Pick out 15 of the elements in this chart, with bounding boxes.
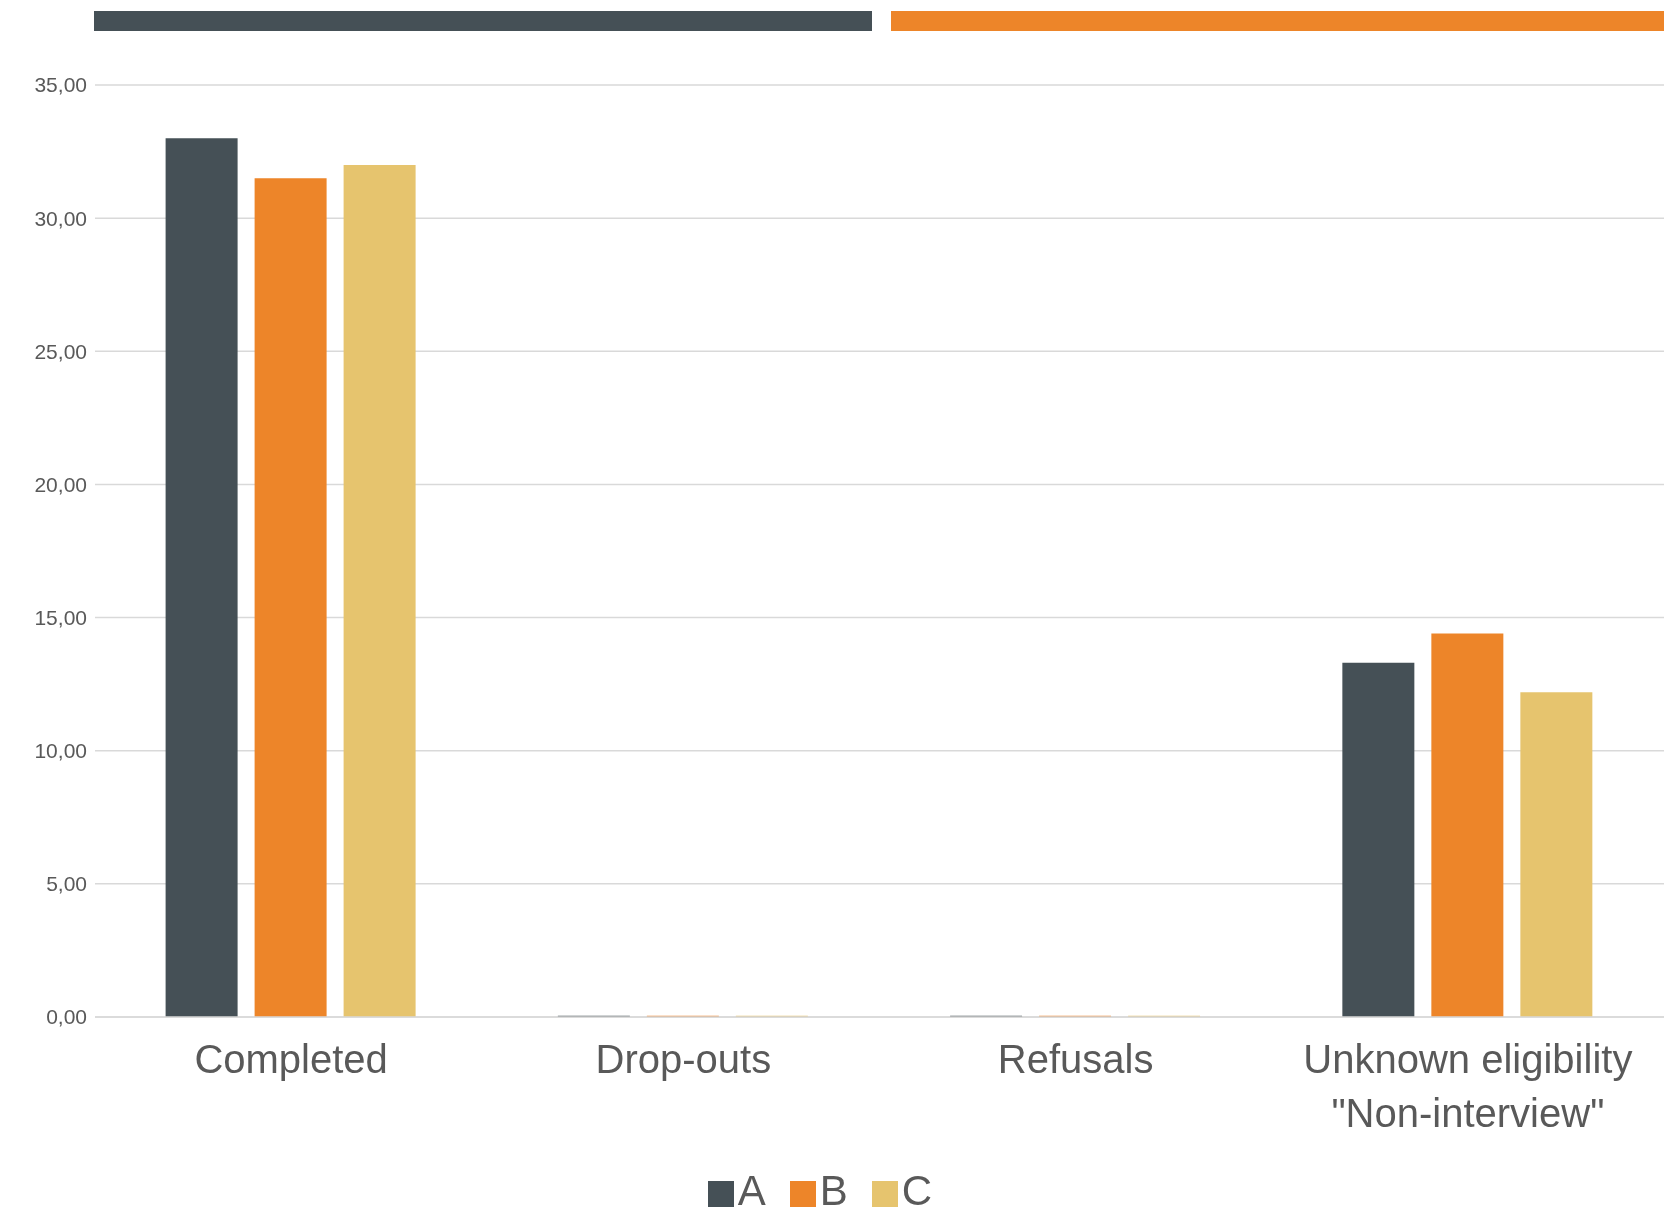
x-tick-label: Unknown eligibility "Non-interview" [1303,1037,1633,1135]
y-tick-label: 25,00 [34,339,87,363]
legend-label: C [901,1167,933,1214]
y-tick-label: 35,00 [34,73,87,97]
x-tick-label: Refusals [997,1037,1154,1081]
x-tick-label: Drop-outs [595,1037,772,1081]
legend-label: A [737,1167,766,1214]
y-tick-label: 15,00 [34,606,87,630]
x-tick-label: Completed [194,1037,388,1081]
y-tick-label: 10,00 [34,739,87,763]
legend-label: B [819,1167,848,1214]
y-tick-label: 30,00 [34,206,87,230]
y-tick-label: 5,00 [46,872,87,896]
y-tick-label: 20,00 [34,472,87,496]
y-tick-label: 0,00 [46,1005,87,1029]
